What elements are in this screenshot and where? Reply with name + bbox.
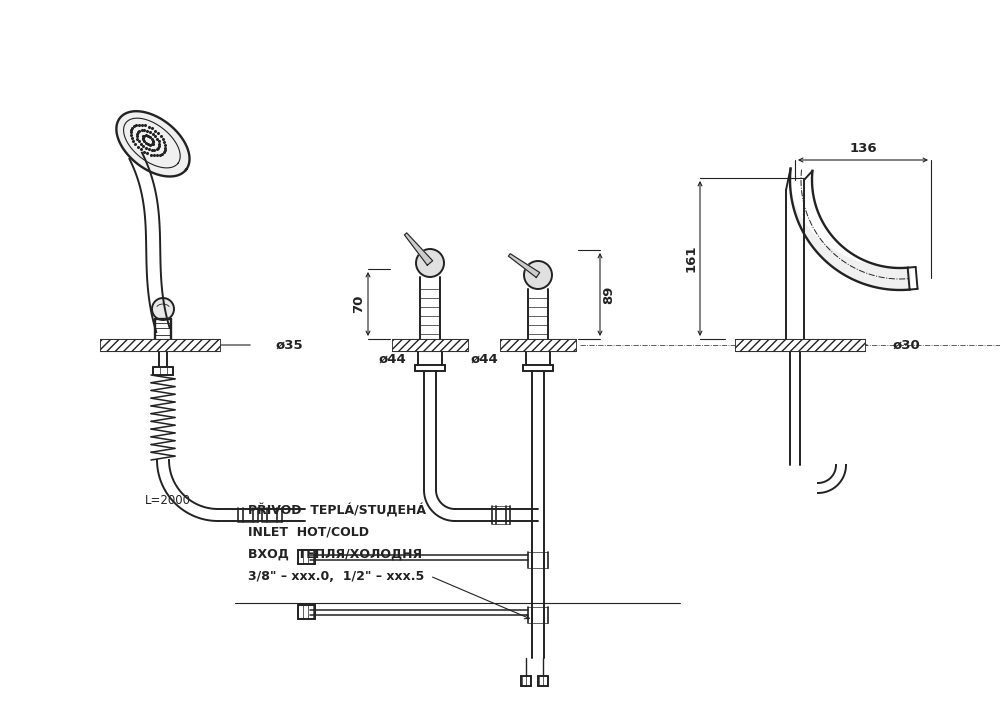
Polygon shape	[404, 233, 433, 265]
Text: L=2000: L=2000	[145, 493, 191, 506]
Text: PŘIVOD  TEPLÁ/STUДЕНÁ: PŘIVOD TEPLÁ/STUДЕНÁ	[248, 503, 426, 517]
Polygon shape	[508, 254, 540, 277]
Text: 136: 136	[849, 141, 877, 155]
Text: ø30: ø30	[892, 339, 920, 351]
Bar	[500, 339, 576, 351]
Polygon shape	[116, 111, 190, 177]
Text: INLET  HOT/COLD: INLET HOT/COLD	[248, 525, 369, 539]
Circle shape	[524, 261, 552, 289]
Bar	[100, 339, 220, 351]
Bar	[735, 339, 865, 351]
Text: 70: 70	[352, 295, 366, 313]
Text: ø44: ø44	[470, 353, 498, 366]
Bar	[392, 339, 468, 351]
Text: ø35: ø35	[275, 339, 303, 351]
Text: 161: 161	[684, 245, 698, 272]
Circle shape	[416, 249, 444, 277]
Text: 89: 89	[602, 286, 616, 304]
Text: ø44: ø44	[378, 353, 406, 366]
Circle shape	[152, 298, 174, 320]
Text: ВХОД  ТЕПЛЯ/ХОЛОДНЯ: ВХОД ТЕПЛЯ/ХОЛОДНЯ	[248, 547, 422, 561]
Text: 3/8" – xxx.0,  1/2" – xxx.5: 3/8" – xxx.0, 1/2" – xxx.5	[248, 570, 424, 583]
